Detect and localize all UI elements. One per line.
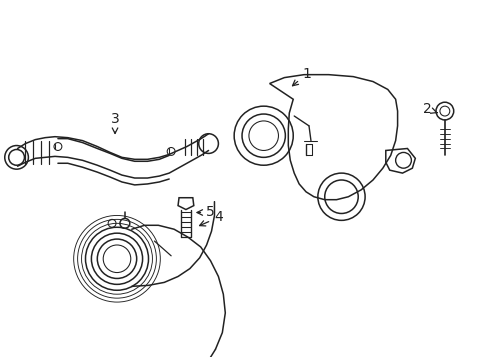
- Text: 4: 4: [199, 210, 223, 226]
- Text: 1: 1: [292, 67, 311, 86]
- Text: 3: 3: [110, 112, 119, 134]
- Text: 5: 5: [197, 206, 214, 220]
- Text: 2: 2: [422, 102, 436, 116]
